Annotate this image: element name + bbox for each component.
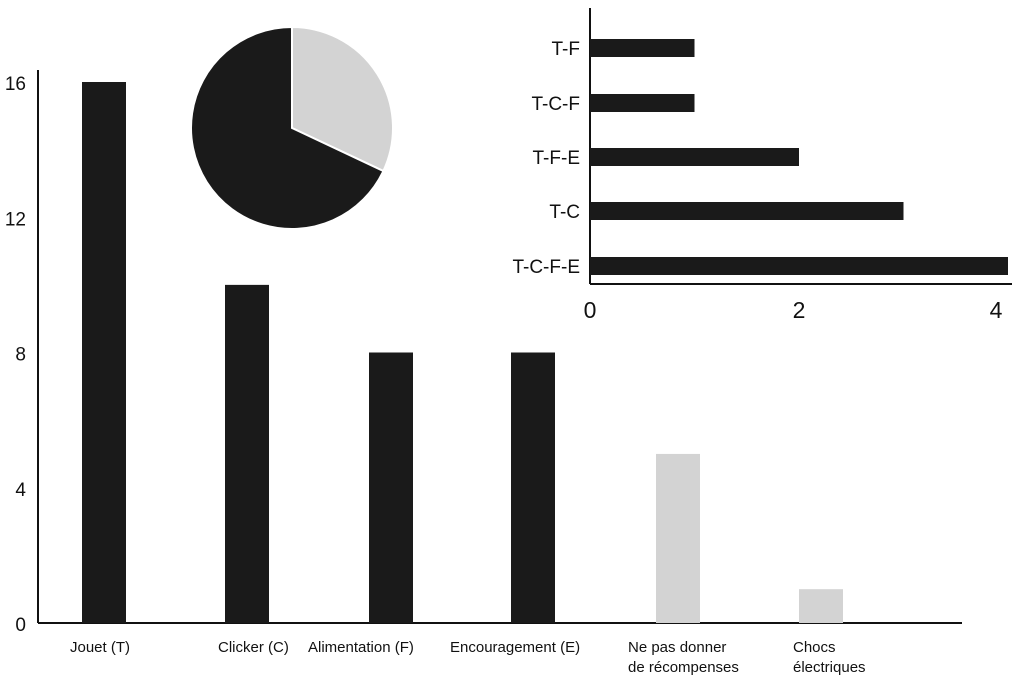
y-tick-label: 16 bbox=[5, 74, 26, 95]
inset-bar bbox=[590, 94, 695, 112]
category-label: Ne pas donner de récompenses bbox=[628, 639, 739, 676]
inset-bar bbox=[590, 148, 799, 166]
category-label: Jouet (T) bbox=[70, 639, 130, 656]
category-label: Chocs électriques bbox=[793, 639, 866, 676]
y-tick-label: 4 bbox=[15, 480, 26, 501]
category-label: Alimentation (F) bbox=[308, 639, 414, 656]
bar bbox=[369, 352, 413, 623]
bar bbox=[82, 82, 126, 623]
inset-bar bbox=[590, 202, 904, 220]
inset-bar bbox=[590, 39, 695, 57]
inset-bar bbox=[590, 257, 1008, 275]
x-tick-label: 2 bbox=[793, 297, 806, 323]
inset-category-label: T-F-E bbox=[533, 148, 581, 169]
inset-category-label: T-F bbox=[552, 39, 581, 60]
pie-chart bbox=[190, 25, 394, 230]
y-tick-label: 0 bbox=[15, 615, 26, 636]
inset-category-label: T-C-F-E bbox=[512, 257, 580, 278]
main-bar-chart: 0 4 8 12 16 Jouet (T) Clicker (C) Alimentation… bbox=[5, 70, 962, 676]
inset-category-label: T-C bbox=[549, 202, 580, 223]
pie-slice bbox=[190, 25, 385, 230]
bar bbox=[511, 352, 555, 623]
pie-slice bbox=[291, 25, 394, 173]
category-label: Encouragement (E) bbox=[450, 639, 580, 656]
inset-category-label: T-C-F bbox=[531, 94, 580, 115]
category-label: Clicker (C) bbox=[218, 639, 289, 656]
y-tick-label: 8 bbox=[15, 345, 26, 366]
x-tick-label: 0 bbox=[584, 297, 597, 323]
x-tick-label: 4 bbox=[990, 297, 1003, 323]
bar bbox=[225, 284, 269, 623]
bar bbox=[656, 453, 700, 623]
bar bbox=[799, 589, 843, 623]
inset-horizontal-bar-chart: T-F T-C-F T-F-E T-C T-C-F-E 0 2 4 bbox=[512, 8, 1012, 323]
y-tick-label: 12 bbox=[5, 209, 26, 230]
